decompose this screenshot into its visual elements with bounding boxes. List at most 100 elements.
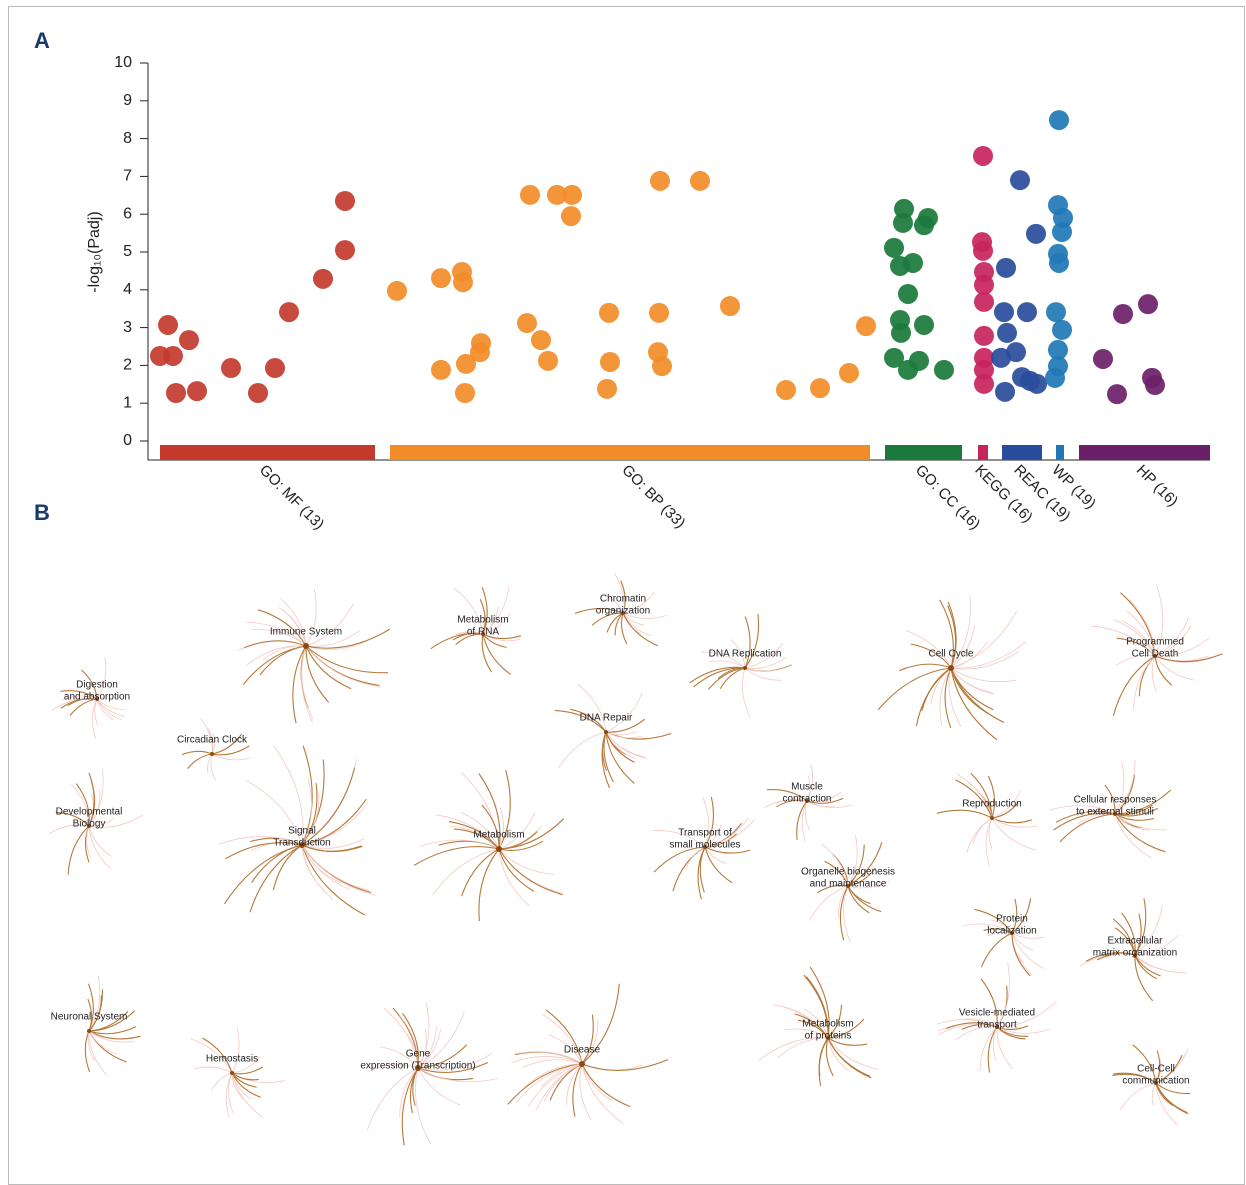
pathway-branch (939, 667, 952, 725)
pathway-branch (210, 753, 216, 781)
point (1048, 339, 1068, 360)
pathway-branch (950, 641, 1027, 669)
pathway-branch (88, 1030, 107, 1076)
point (856, 316, 876, 337)
pathway-branch (991, 802, 1019, 819)
pathway-branch (827, 1018, 865, 1039)
pathway-branch (622, 591, 655, 614)
pathway-branch (86, 825, 91, 858)
pathway-branch (498, 812, 536, 850)
point (248, 382, 268, 403)
pathway-label: Signal (288, 826, 316, 837)
pathway-branch (581, 1063, 625, 1125)
pathway-branch (910, 643, 952, 669)
pathway-branch (719, 667, 746, 690)
point (538, 350, 558, 371)
pathway-branch (991, 817, 1036, 851)
pathway-branch (305, 645, 382, 688)
pathway-branch (211, 733, 243, 755)
point (1046, 302, 1066, 323)
point (690, 170, 710, 191)
pathway-branch (1128, 599, 1156, 657)
pathway-branch (821, 843, 849, 887)
pathway-branch (417, 1062, 489, 1073)
point (974, 325, 994, 346)
pathway-branch (685, 846, 706, 870)
pathway-branch (950, 667, 998, 741)
source-band (1056, 445, 1064, 460)
pathway-branch (766, 788, 808, 802)
pathway-branch (305, 628, 391, 649)
pathway-label: Gene (406, 1049, 431, 1060)
pathway-branch (200, 718, 213, 755)
pathway-branch (478, 773, 501, 850)
pathway-branch (744, 616, 751, 669)
point (335, 240, 355, 261)
pathway-branch (1059, 813, 1116, 843)
pathway-branch (700, 651, 746, 669)
pathway-branch (1155, 1082, 1188, 1114)
pathway-branch (944, 667, 952, 729)
pathway-branch (581, 1063, 631, 1108)
pathway-branch (96, 657, 107, 700)
pathway-branch (954, 1026, 998, 1041)
source-band (160, 445, 375, 460)
point (561, 206, 581, 227)
pathway-branch (231, 1072, 244, 1100)
pathway-label: Organelle biogenesis (801, 867, 895, 878)
pathway-branch (305, 645, 330, 703)
pathway-label: Metabolism (473, 830, 524, 841)
point (1027, 373, 1047, 394)
pathway-branch (797, 1019, 829, 1039)
pathway-branch (827, 1037, 879, 1070)
pathway-branch (980, 978, 998, 1028)
pathway-branch (572, 1063, 583, 1117)
point (891, 322, 911, 343)
point (1145, 375, 1165, 396)
pathway-hub (87, 1029, 91, 1033)
pathway-branch (187, 753, 213, 769)
pathway-branch (417, 1067, 499, 1083)
pathway-branch (693, 667, 746, 688)
pathway-label: Transduction (273, 838, 330, 849)
pathway-branch (847, 880, 890, 889)
pathway-branch (939, 599, 954, 669)
pathway-branch (979, 1026, 998, 1071)
pathway-label: of proteins (805, 1031, 852, 1042)
pathway-branch (847, 844, 865, 887)
pathway-branch (432, 848, 500, 896)
pathway-branch (1114, 813, 1167, 831)
pathway-branch (605, 731, 672, 740)
pathway-branch (1114, 813, 1155, 821)
pathway-branch (605, 718, 646, 733)
pathway-hub (87, 824, 91, 828)
pathway-label: Vesicle-mediated (959, 1008, 1035, 1019)
source-band (885, 445, 962, 460)
pathway-label: Cellular responses (1074, 795, 1157, 806)
pathway-label: DNA Repair (580, 713, 633, 724)
pathway-branch (273, 745, 304, 846)
pathway-branch (581, 1059, 669, 1071)
pathway-branch (827, 1037, 872, 1079)
point (431, 359, 451, 380)
point (914, 314, 934, 335)
pathway-branch (211, 753, 250, 761)
pathway-branch (301, 767, 356, 846)
pathway-branch (996, 962, 1010, 1028)
pathway-label: to external stimuli (1076, 807, 1154, 818)
pathway-branch (697, 846, 706, 900)
source-band (1002, 445, 1042, 460)
pathway-branch (548, 1034, 583, 1065)
pathway-branch (581, 983, 620, 1065)
pathway-branch (301, 838, 365, 849)
pathway-branch (367, 1067, 419, 1130)
pathway-branch (950, 667, 989, 715)
pathway-branch (454, 631, 484, 637)
pathway-branch (481, 804, 500, 850)
pathway-branch (88, 995, 102, 1032)
pathway-branch (996, 1026, 1013, 1070)
pathway-branch (992, 1026, 998, 1061)
pathway-branch (60, 690, 98, 700)
